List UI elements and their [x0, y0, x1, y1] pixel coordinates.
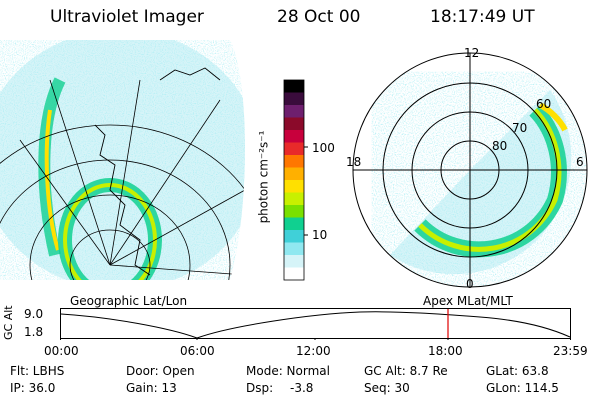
geographic-image-panel	[0, 40, 245, 280]
lat-label-80: 80	[492, 139, 508, 153]
geo-panel-label: Geographic Lat/Lon	[70, 294, 188, 308]
colorbar-segment	[284, 105, 304, 118]
info-glat: GLat: 63.8	[486, 364, 549, 378]
colorbar-unit-label: photon cm⁻²s⁻¹	[256, 130, 271, 224]
mlt-label-12: 12	[464, 46, 480, 60]
colorbar-segment	[284, 217, 304, 231]
xtick-1200: 12:00	[296, 344, 331, 358]
xtick-1800: 18:00	[428, 344, 463, 358]
date: 28 Oct 00	[277, 7, 361, 27]
polar-panel-label: Apex MLat/MLT	[423, 294, 513, 308]
info-gain: Gain: 13	[126, 381, 177, 395]
altitude-plot	[60, 308, 571, 340]
lat-label-70: 70	[512, 121, 528, 135]
colorbar-segment	[284, 255, 304, 268]
colorbar-segment	[284, 205, 304, 218]
xtick-2359: 23:59	[553, 344, 588, 358]
mlt-label-6: 6	[576, 155, 584, 169]
colorbar-segment	[284, 192, 304, 206]
colorbar-tick-100: 100	[312, 141, 335, 155]
title: Ultraviolet Imager	[50, 7, 204, 27]
info-filter: Flt: LBHS	[10, 364, 65, 378]
colorbar-segment	[284, 155, 304, 168]
altitude-ytick-1-8: 1.8	[24, 325, 44, 339]
colorbar-tick-10: 10	[312, 228, 328, 242]
colorbar-segment	[284, 80, 304, 93]
altitude-ytick-9: 9.0	[24, 307, 44, 321]
polar-mlt-panel	[352, 52, 588, 288]
time: 18:17:49 UT	[430, 7, 535, 27]
colorbar	[283, 79, 308, 281]
altitude-ylabel: GC Alt	[2, 305, 15, 340]
colorbar-segment	[284, 167, 304, 181]
colorbar-segment	[284, 142, 304, 156]
info-door: Door: Open	[126, 364, 195, 378]
info-dsp-value: -3.8	[290, 381, 314, 395]
info-dsp-label: Dsp:	[246, 381, 274, 395]
colorbar-segment	[284, 117, 304, 131]
colorbar-segment	[284, 130, 304, 143]
info-gc-alt: GC Alt: 8.7 Re	[364, 364, 448, 378]
colorbar-segment	[284, 230, 304, 243]
xtick-0600: 06:00	[180, 344, 215, 358]
xtick-0000: 00:00	[44, 344, 79, 358]
mlt-label-18: 18	[346, 155, 362, 169]
colorbar-segment	[284, 92, 304, 106]
lat-label-60: 60	[536, 97, 552, 111]
info-seq: Seq: 30	[364, 381, 410, 395]
info-glon: GLon: 114.5	[486, 381, 559, 395]
mlt-label-0: 0	[466, 277, 474, 291]
info-ip: IP: 36.0	[10, 381, 56, 395]
colorbar-segment	[284, 267, 304, 281]
colorbar-segment	[284, 242, 304, 256]
info-mode: Mode: Normal	[246, 364, 330, 378]
colorbar-segment	[284, 180, 304, 193]
